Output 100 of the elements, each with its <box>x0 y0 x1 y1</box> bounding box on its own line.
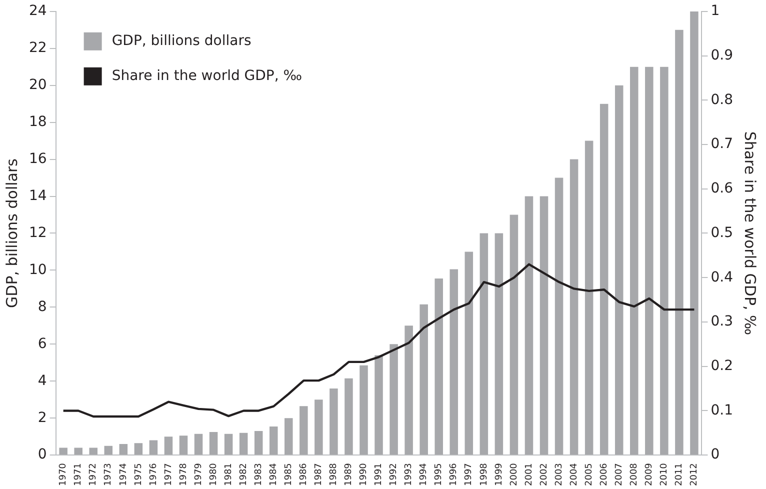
y2-tick-label: 0.3 <box>710 314 733 330</box>
x-tick-label: 1992 <box>389 463 400 486</box>
x-tick-label: 1990 <box>359 462 370 486</box>
x-tick-label: 1975 <box>134 463 144 486</box>
bar <box>390 344 398 455</box>
x-tick-label: 1983 <box>254 463 264 486</box>
y2-tick-label: 0.2 <box>710 358 733 374</box>
y2-tick-label: 0.9 <box>710 47 733 64</box>
bar <box>149 440 158 455</box>
y-tick-label: 12 <box>28 224 47 241</box>
bar <box>614 85 624 455</box>
x-tick-label: 2008 <box>629 462 640 486</box>
y-tick-label: 16 <box>28 150 47 167</box>
x-tick-label: 1994 <box>419 462 430 486</box>
bar <box>89 448 98 455</box>
bar <box>254 431 263 455</box>
bar <box>630 66 638 455</box>
x-tick-label: 2003 <box>554 463 564 486</box>
y-tick-label: 10 <box>28 262 47 278</box>
bar <box>164 436 173 455</box>
bar <box>179 436 188 455</box>
y-tick-label: 24 <box>28 3 47 20</box>
x-tick-label: 1970 <box>58 462 69 486</box>
y2-tick-label: 0.6 <box>710 180 734 197</box>
bar <box>209 432 218 455</box>
bar <box>284 418 293 455</box>
bar <box>524 196 534 455</box>
x-tick-label: 1987 <box>314 463 324 486</box>
bar <box>420 304 428 455</box>
x-tick-label: 1984 <box>268 462 279 486</box>
bar <box>645 66 654 455</box>
bar <box>330 388 338 455</box>
x-tick-label: 1976 <box>148 462 159 486</box>
x-tick-label: 1977 <box>164 463 174 486</box>
bar <box>194 434 203 455</box>
bar <box>554 178 564 455</box>
y2-tick-label: 0.8 <box>710 92 733 108</box>
x-tick-label: 1982 <box>238 463 249 486</box>
bar <box>59 448 68 455</box>
bar <box>480 233 488 455</box>
x-tick-label: 2001 <box>524 463 534 486</box>
x-tick-label: 1971 <box>74 463 84 486</box>
x-tick-label: 1981 <box>224 463 234 486</box>
x-tick-label: 1985 <box>284 463 294 486</box>
x-tick-label: 1972 <box>88 463 99 486</box>
bar <box>540 196 548 455</box>
x-tick-label: 2004 <box>569 462 580 486</box>
y-tick-label: 20 <box>28 76 47 93</box>
y2-axis-title: Share in the world GDP, ‰ <box>741 131 760 336</box>
y2-tick-label: 0.7 <box>710 136 733 152</box>
x-tick-label: 1996 <box>449 462 460 486</box>
bar <box>239 432 248 455</box>
x-tick-label: 1998 <box>479 462 490 486</box>
x-tick-label: 1999 <box>494 462 504 486</box>
x-tick-label: 1989 <box>344 462 354 486</box>
y-tick-label: 0 <box>38 446 47 463</box>
x-tick-label: 2002 <box>539 463 550 486</box>
x-tick-label: 2007 <box>614 463 624 486</box>
x-tick-label: 1986 <box>299 462 310 486</box>
y2-tick-label: 1 <box>710 3 720 20</box>
x-tick-label: 2011 <box>674 463 685 486</box>
bar <box>434 278 443 455</box>
x-tick-label: 1978 <box>178 462 189 486</box>
bar <box>344 378 353 455</box>
y2-tick-label: 0.1 <box>710 402 733 418</box>
y2-tick-label: 0.5 <box>710 224 733 241</box>
bar <box>360 365 368 455</box>
legend-label: Share in the world GDP, ‰ <box>112 68 302 84</box>
bar <box>74 448 82 455</box>
x-tick-label: 1973 <box>104 463 114 486</box>
bar <box>314 400 323 455</box>
x-tick-label: 1995 <box>434 463 444 486</box>
x-tick-label: 2005 <box>584 463 594 486</box>
x-tick-label: 2000 <box>509 462 520 486</box>
bar <box>134 443 143 455</box>
x-tick-label: 1979 <box>194 462 204 486</box>
bar <box>675 30 684 455</box>
bar <box>224 434 233 455</box>
bar <box>584 140 594 455</box>
bar <box>374 355 383 455</box>
bar <box>510 214 518 455</box>
x-tick-label: 2010 <box>660 462 670 486</box>
y-tick-label: 8 <box>38 298 47 315</box>
bar <box>600 104 608 455</box>
bar <box>269 426 278 455</box>
bar <box>660 66 668 455</box>
bar <box>690 11 698 455</box>
x-tick-label: 2012 <box>690 463 700 486</box>
y-tick-label: 2 <box>38 410 47 426</box>
bar <box>450 269 458 455</box>
bar <box>570 159 578 455</box>
x-tick-label: 1997 <box>464 463 474 486</box>
bar <box>494 233 504 455</box>
y-tick-label: 14 <box>28 188 47 204</box>
y-tick-label: 6 <box>38 336 47 352</box>
y-axis-title: GDP, billions dollars <box>2 158 21 308</box>
bar <box>119 444 128 455</box>
bar <box>104 446 113 455</box>
x-tick-label: 2009 <box>644 462 655 486</box>
x-tick-label: 2006 <box>599 462 610 486</box>
